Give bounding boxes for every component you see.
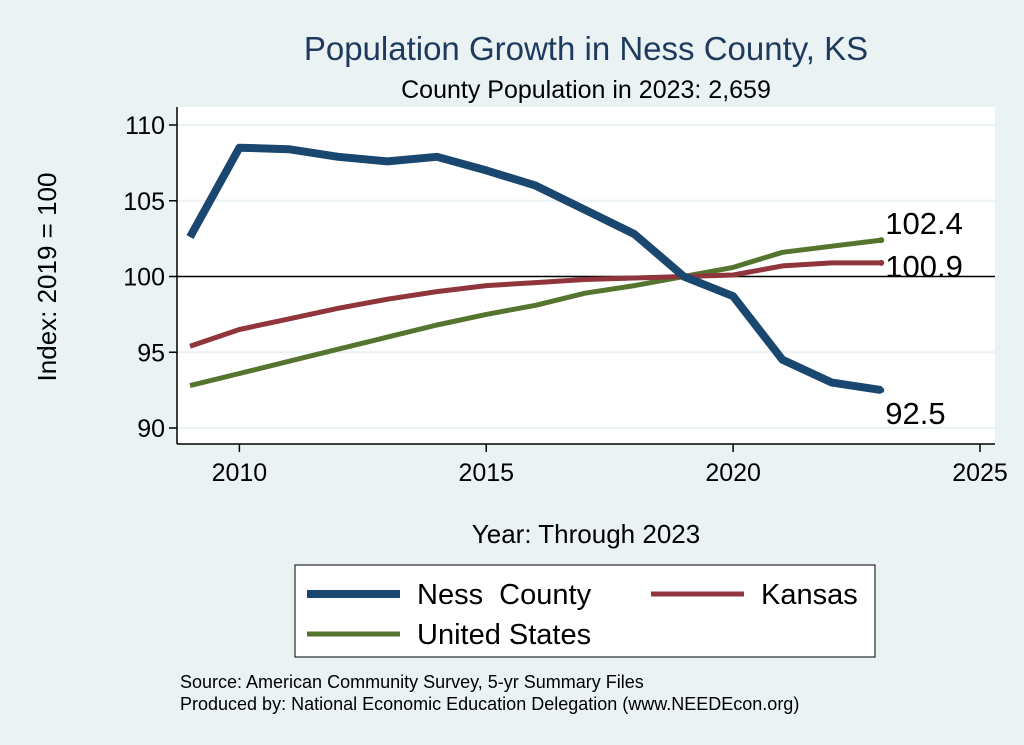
series-end-point-ness-county xyxy=(878,387,885,394)
end-label-ness-county: 92.5 xyxy=(885,396,945,431)
end-labels: 92.5 100.9 102.4 xyxy=(885,206,963,431)
series-end-point-united-states xyxy=(878,237,885,244)
y-tick-label-105: 105 xyxy=(123,188,165,216)
y-tick-label-110: 110 xyxy=(125,112,165,140)
legend-label-united-states: United States xyxy=(417,619,591,651)
produced-note: Produced by: National Economic Education… xyxy=(180,694,799,714)
source-note: Source: American Community Survey, 5-yr … xyxy=(180,672,644,692)
y-tick-label-90: 90 xyxy=(137,415,165,443)
series-end-point-kansas xyxy=(878,259,885,266)
axes: 90 95 100 105 110 2010 2015 2020 2025 xyxy=(123,107,1008,487)
legend-label-ness-county: Ness County xyxy=(417,579,592,611)
y-tick-label-100: 100 xyxy=(123,264,165,292)
x-tick-label-2015: 2015 xyxy=(458,459,514,487)
y-tick-label-95: 95 xyxy=(137,339,165,367)
legend: Ness County Kansas United States xyxy=(307,579,858,651)
y-axis-title: Index: 2019 = 100 xyxy=(32,173,62,382)
legend-label-kansas: Kansas xyxy=(761,579,858,611)
series-line-kansas xyxy=(189,260,882,349)
legend-box xyxy=(294,564,876,658)
chart-subtitle: County Population in 2023: 2,659 xyxy=(401,76,771,104)
x-tick-label-2025: 2025 xyxy=(952,459,1008,487)
series-line-united-states xyxy=(189,237,882,389)
x-tick-label-2010: 2010 xyxy=(212,459,268,487)
end-label-united-states: 102.4 xyxy=(885,206,963,241)
series-line-ness-county xyxy=(186,143,882,395)
series-lines xyxy=(186,143,885,395)
x-tick-label-2020: 2020 xyxy=(705,459,761,487)
chart-title: Population Growth in Ness County, KS xyxy=(304,30,868,67)
x-axis-title: Year: Through 2023 xyxy=(472,519,700,549)
end-label-kansas: 100.9 xyxy=(885,249,963,284)
